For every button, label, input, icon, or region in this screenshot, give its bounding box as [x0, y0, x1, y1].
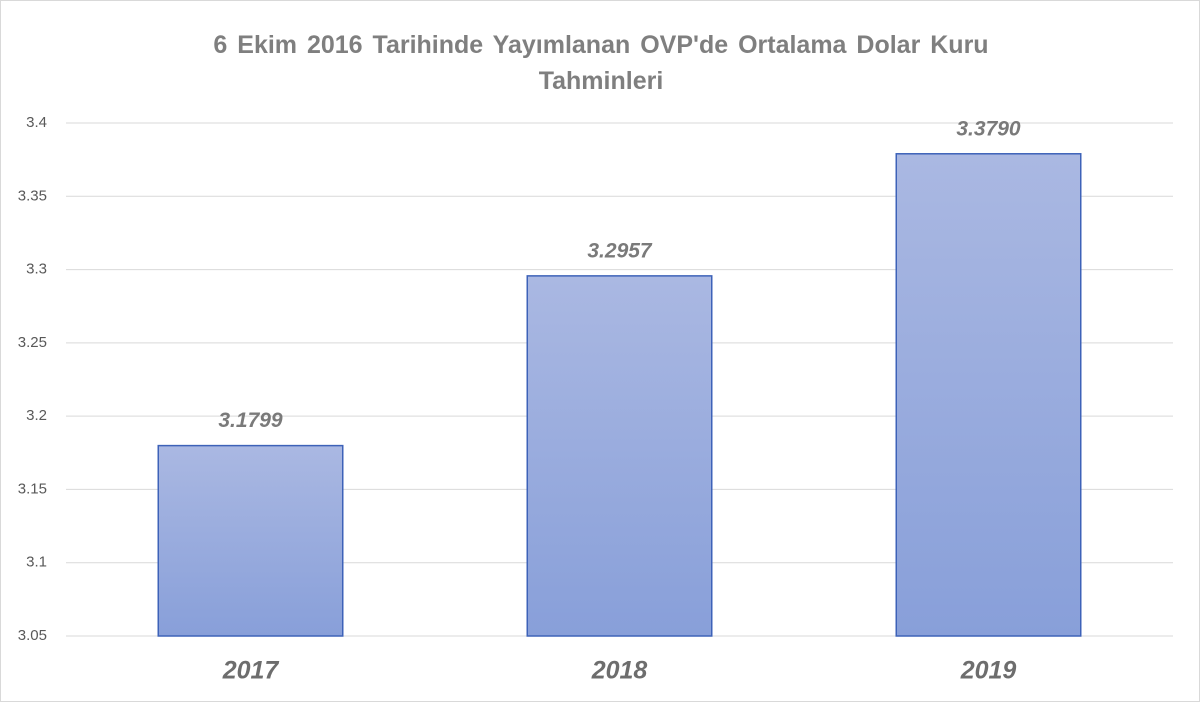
x-tick-label: 2019	[960, 657, 1017, 685]
y-tick-label: 3.3	[26, 261, 47, 278]
bar	[526, 275, 713, 637]
chart-title: 6 Ekim 2016 Tarihinde Yayımlanan OVP'de …	[213, 31, 989, 95]
y-tick-label: 3.15	[18, 480, 47, 497]
x-tick-label: 2017	[222, 657, 280, 685]
value-label: 3.2957	[587, 239, 653, 262]
value-label: 3.3790	[956, 117, 1021, 140]
bar	[157, 444, 344, 637]
value-label: 3.1799	[218, 409, 283, 432]
bar	[895, 153, 1082, 637]
x-tick-label: 2018	[591, 657, 648, 685]
y-tick-label: 3.2	[26, 407, 47, 424]
y-tick-label: 3.1	[26, 554, 47, 571]
y-tick-label: 3.05	[18, 627, 47, 644]
y-tick-label: 3.4	[26, 114, 47, 131]
y-tick-label: 3.25	[18, 334, 47, 351]
y-tick-label: 3.35	[18, 187, 47, 204]
